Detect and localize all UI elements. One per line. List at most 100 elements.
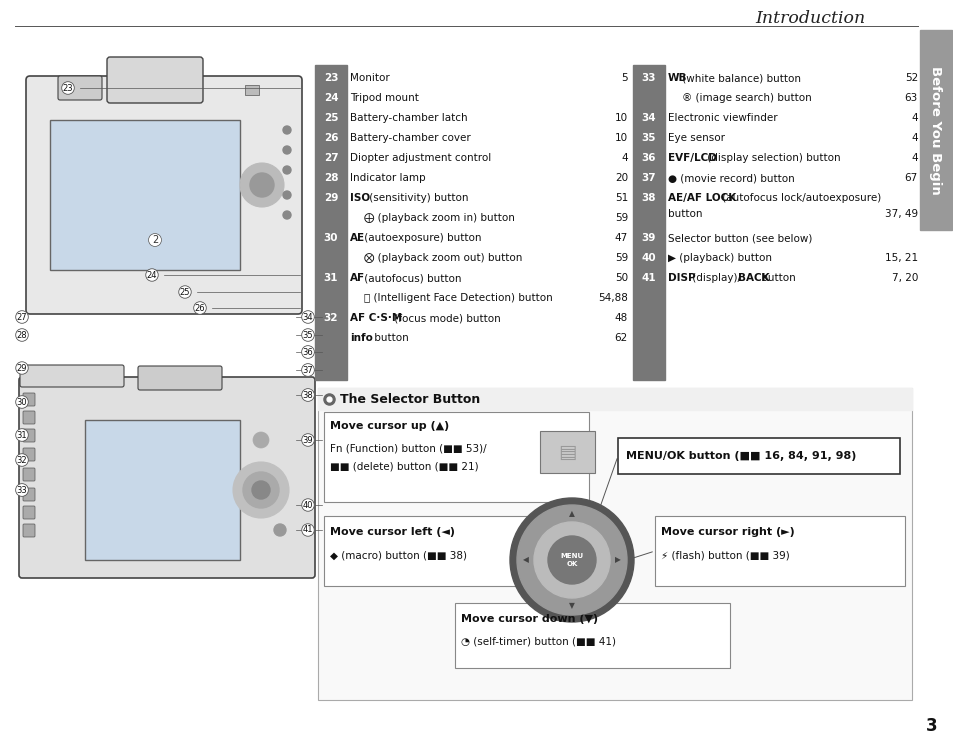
FancyBboxPatch shape bbox=[19, 377, 314, 578]
Circle shape bbox=[547, 536, 596, 584]
Text: 3: 3 bbox=[925, 717, 937, 735]
Text: Tripod mount: Tripod mount bbox=[350, 93, 418, 103]
Bar bbox=[919, 30, 951, 230]
Text: 4: 4 bbox=[620, 153, 627, 163]
Bar bbox=[633, 65, 664, 380]
Circle shape bbox=[510, 498, 634, 622]
Text: Move cursor up (▲): Move cursor up (▲) bbox=[330, 421, 449, 431]
Text: 39: 39 bbox=[302, 435, 313, 444]
Circle shape bbox=[283, 211, 291, 219]
Text: 51: 51 bbox=[614, 193, 627, 203]
Text: 36: 36 bbox=[302, 348, 313, 357]
Text: 28: 28 bbox=[16, 331, 28, 340]
FancyBboxPatch shape bbox=[23, 468, 35, 481]
Text: 31: 31 bbox=[323, 273, 338, 283]
Text: EVF/LCD: EVF/LCD bbox=[667, 153, 716, 163]
Text: info: info bbox=[350, 333, 373, 343]
Text: Electronic viewfinder: Electronic viewfinder bbox=[667, 113, 777, 123]
Text: ● (movie record) button: ● (movie record) button bbox=[667, 173, 794, 183]
Text: 63: 63 bbox=[903, 93, 917, 103]
Circle shape bbox=[283, 191, 291, 199]
Text: ⨂ (playback zoom out) button: ⨂ (playback zoom out) button bbox=[364, 253, 522, 263]
Text: 38: 38 bbox=[641, 193, 656, 203]
Text: 39: 39 bbox=[641, 233, 656, 243]
Text: (display)/: (display)/ bbox=[688, 273, 740, 283]
Text: 26: 26 bbox=[194, 304, 205, 313]
Text: 33: 33 bbox=[641, 73, 656, 83]
Text: Selector button (see below): Selector button (see below) bbox=[667, 233, 812, 243]
Text: Indicator lamp: Indicator lamp bbox=[350, 173, 425, 183]
Bar bbox=[314, 65, 347, 380]
Text: 59: 59 bbox=[614, 253, 627, 263]
Text: button: button bbox=[667, 209, 701, 219]
Text: 23: 23 bbox=[63, 84, 73, 93]
Bar bbox=[245, 85, 258, 95]
Text: (white balance) button: (white balance) button bbox=[679, 73, 801, 83]
Text: 5: 5 bbox=[620, 73, 627, 83]
Circle shape bbox=[252, 481, 270, 499]
Text: 27: 27 bbox=[16, 313, 28, 322]
Text: 4: 4 bbox=[910, 153, 917, 163]
Text: Introduction: Introduction bbox=[754, 10, 864, 26]
Bar bbox=[455, 603, 729, 668]
Text: ⚡ (flash) button (■■ 39): ⚡ (flash) button (■■ 39) bbox=[660, 551, 789, 561]
Text: 36: 36 bbox=[641, 153, 656, 163]
Text: ▶ (playback) button: ▶ (playback) button bbox=[667, 253, 771, 263]
Text: 20: 20 bbox=[615, 173, 627, 183]
Text: 47: 47 bbox=[614, 233, 627, 243]
Text: 35: 35 bbox=[641, 133, 656, 143]
Text: 54,88: 54,88 bbox=[598, 293, 627, 303]
Bar bbox=[324, 516, 554, 586]
Text: button: button bbox=[758, 273, 796, 283]
Circle shape bbox=[283, 166, 291, 174]
Text: 24: 24 bbox=[323, 93, 338, 103]
Text: Fn (Function) button (■■ 53)/: Fn (Function) button (■■ 53)/ bbox=[330, 443, 486, 453]
Text: 26: 26 bbox=[323, 133, 338, 143]
Text: ® (image search) button: ® (image search) button bbox=[681, 93, 811, 103]
Text: 24: 24 bbox=[147, 271, 157, 280]
Text: Eye sensor: Eye sensor bbox=[667, 133, 724, 143]
Text: 52: 52 bbox=[903, 73, 917, 83]
Text: 7, 20: 7, 20 bbox=[891, 273, 917, 283]
Circle shape bbox=[243, 472, 278, 508]
Text: 41: 41 bbox=[302, 526, 313, 535]
Text: (focus mode) button: (focus mode) button bbox=[391, 313, 500, 323]
Bar bbox=[324, 412, 588, 502]
Text: 10: 10 bbox=[615, 113, 627, 123]
Text: 28: 28 bbox=[323, 173, 338, 183]
Circle shape bbox=[250, 173, 274, 197]
FancyBboxPatch shape bbox=[20, 365, 124, 387]
Text: 48: 48 bbox=[614, 313, 627, 323]
Text: 35: 35 bbox=[302, 331, 313, 340]
Text: The Selector Button: The Selector Button bbox=[339, 393, 479, 405]
Circle shape bbox=[240, 163, 284, 207]
Text: 40: 40 bbox=[641, 253, 656, 263]
Text: 34: 34 bbox=[302, 313, 313, 322]
FancyBboxPatch shape bbox=[23, 524, 35, 537]
Text: 10: 10 bbox=[615, 133, 627, 143]
Text: 32: 32 bbox=[16, 456, 28, 465]
Text: 25: 25 bbox=[179, 287, 190, 296]
Text: 15, 21: 15, 21 bbox=[884, 253, 917, 263]
Text: Before You Begin: Before You Begin bbox=[928, 66, 942, 194]
FancyBboxPatch shape bbox=[107, 57, 203, 103]
Text: 50: 50 bbox=[615, 273, 627, 283]
Text: AF: AF bbox=[350, 273, 365, 283]
FancyBboxPatch shape bbox=[23, 488, 35, 501]
Circle shape bbox=[274, 524, 286, 536]
Bar bbox=[618, 438, 899, 474]
Bar bbox=[85, 420, 240, 560]
Text: 29: 29 bbox=[323, 193, 337, 203]
Text: ⎙ (Intelligent Face Detection) button: ⎙ (Intelligent Face Detection) button bbox=[364, 293, 552, 303]
FancyBboxPatch shape bbox=[23, 411, 35, 424]
Text: Diopter adjustment control: Diopter adjustment control bbox=[350, 153, 491, 163]
Circle shape bbox=[283, 126, 291, 134]
FancyBboxPatch shape bbox=[58, 76, 102, 100]
Text: ▶: ▶ bbox=[615, 556, 620, 565]
FancyBboxPatch shape bbox=[23, 393, 35, 406]
Text: ◆ (macro) button (■■ 38): ◆ (macro) button (■■ 38) bbox=[330, 551, 467, 561]
FancyBboxPatch shape bbox=[23, 448, 35, 461]
Text: WB: WB bbox=[667, 73, 687, 83]
Text: MENU/OK button (■■ 16, 84, 91, 98): MENU/OK button (■■ 16, 84, 91, 98) bbox=[625, 451, 856, 461]
Text: 37: 37 bbox=[641, 173, 656, 183]
